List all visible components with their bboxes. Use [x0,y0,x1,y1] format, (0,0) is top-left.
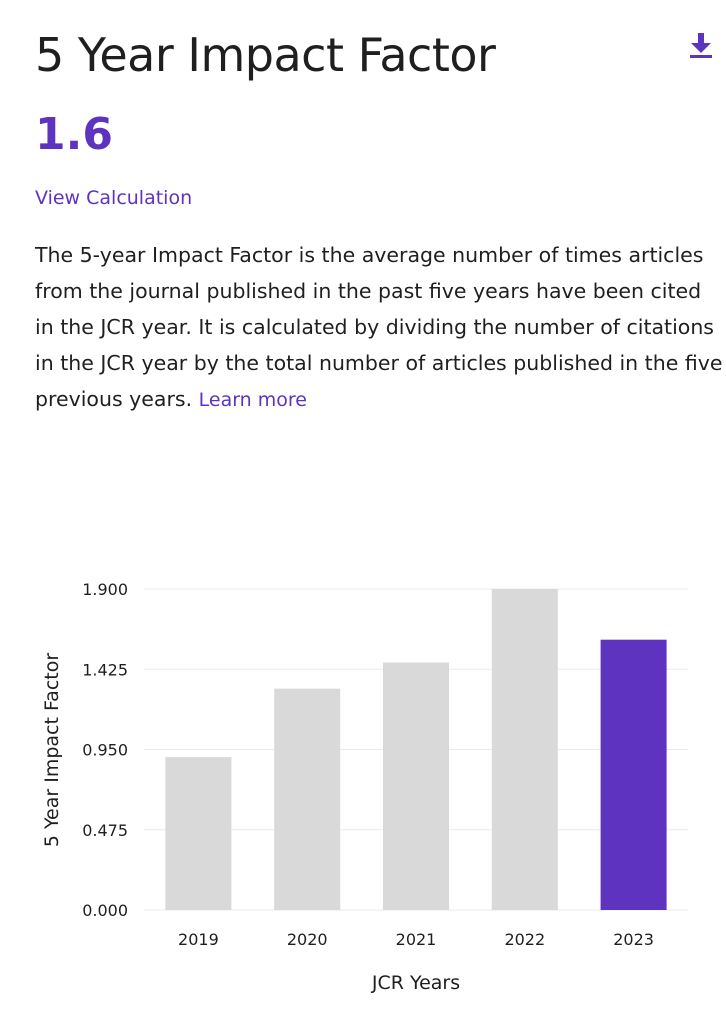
page-title: 5 Year Impact Factor [35,28,496,82]
x-tick-label: 2019 [178,930,219,949]
x-tick-label: 2020 [287,930,328,949]
x-axis-title: JCR Years [371,972,460,994]
x-axis-ticks: 2019 2020 2021 2022 2023 [178,930,654,949]
y-tick-label: 0.950 [82,741,128,760]
bar-2022[interactable] [491,589,558,910]
description-text: The 5-year Impact Factor is the average … [35,243,723,411]
bar-2020[interactable] [274,688,341,910]
download-icon[interactable] [688,31,714,59]
x-tick-label: 2023 [613,930,654,949]
description: The 5-year Impact Factor is the average … [35,237,725,418]
y-tick-label: 0.475 [82,821,128,840]
bar-2019[interactable] [165,757,232,910]
view-calculation-link[interactable]: View Calculation [35,187,193,209]
bar-2021[interactable] [383,662,449,910]
impact-factor-value: 1.6 [35,109,113,160]
y-tick-label: 1.425 [82,660,128,679]
y-axis-title: 5 Year Impact Factor [41,653,63,847]
x-tick-label: 2021 [396,930,437,949]
bar-2023[interactable] [600,639,667,910]
learn-more-link[interactable]: Learn more [198,389,307,411]
y-tick-label: 1.900 [82,580,128,599]
y-tick-label: 0.000 [82,901,128,920]
x-tick-label: 2022 [504,930,545,949]
chart-bars [165,589,667,910]
y-axis-ticks: 0.000 0.475 0.950 1.425 1.900 [82,580,128,920]
